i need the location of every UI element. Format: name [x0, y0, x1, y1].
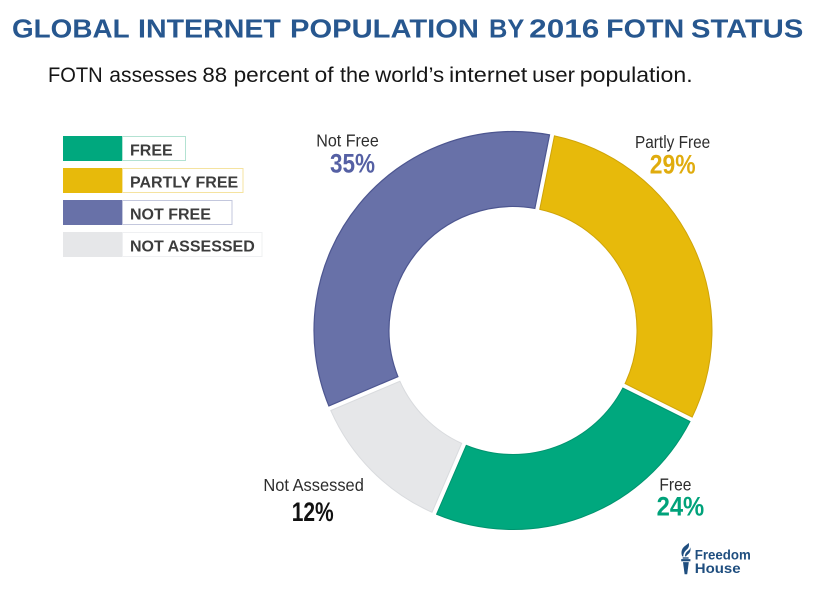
svg-text:29%: 29% [650, 150, 696, 180]
svg-text:Partly Free: Partly Free [635, 132, 710, 152]
svg-text:Free: Free [659, 475, 691, 495]
svg-text:House: House [695, 560, 741, 576]
svg-text:NOT ASSESSED: NOT ASSESSED [130, 238, 255, 255]
svg-text:FREE: FREE [130, 142, 173, 159]
svg-text:24%: 24% [657, 491, 705, 521]
svg-text:35%: 35% [330, 149, 375, 179]
svg-text:PARTLY FREE: PARTLY FREE [130, 174, 239, 191]
svg-text:12%: 12% [292, 497, 334, 527]
svg-text:Not Assessed: Not Assessed [263, 475, 364, 495]
svg-text:Not Free: Not Free [316, 130, 379, 150]
svg-text:Freedom: Freedom [695, 546, 751, 562]
svg-text:NOT FREE: NOT FREE [130, 206, 211, 223]
